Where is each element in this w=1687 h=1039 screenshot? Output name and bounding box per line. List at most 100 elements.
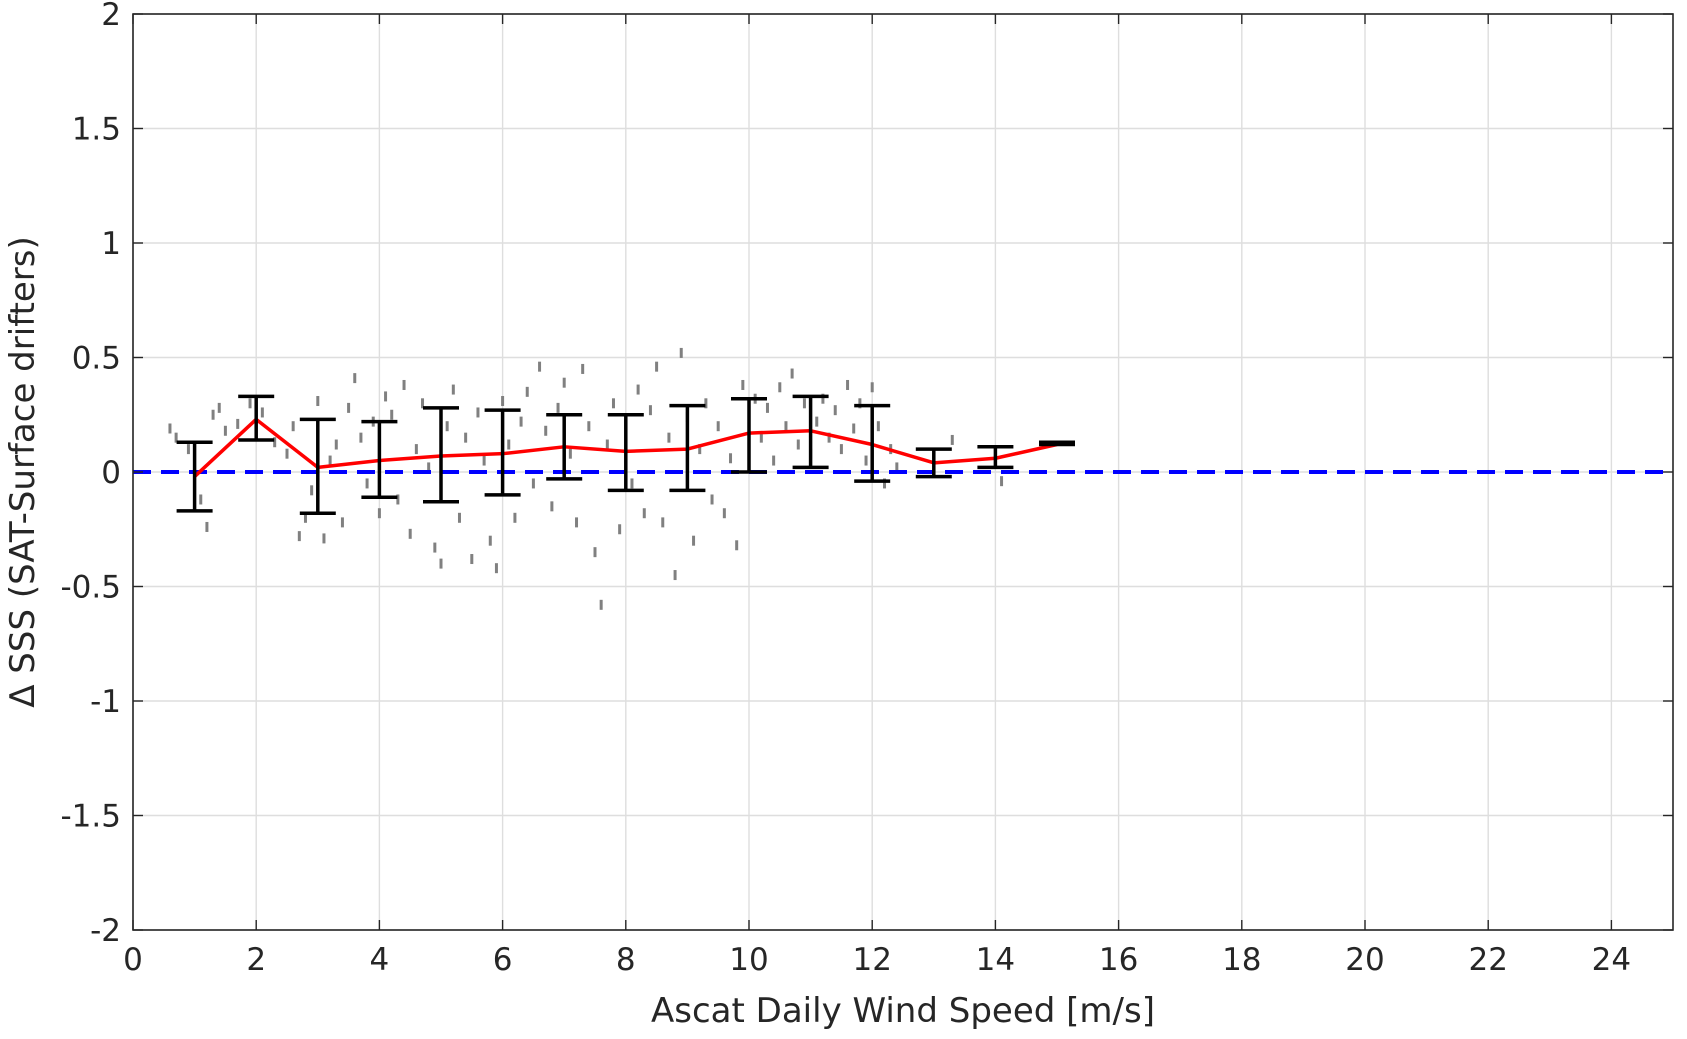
x-tick-label: 8 [616, 942, 636, 978]
scatter-point [174, 432, 178, 443]
scatter-point [722, 508, 726, 519]
scatter-point [562, 377, 566, 388]
scatter-point [285, 448, 289, 459]
scatter-point [377, 508, 381, 519]
error-bar [1039, 440, 1075, 447]
scatter-point [519, 416, 523, 427]
scatter-point [550, 501, 554, 512]
scatter-point [340, 517, 344, 528]
y-tick-label: 1 [101, 226, 121, 262]
scatter-point [457, 512, 461, 523]
error-bars [176, 394, 1075, 515]
y-tick-label: 2 [101, 0, 121, 33]
x-tick-label: 4 [370, 942, 390, 978]
scatter-point [772, 455, 776, 466]
scatter-point [494, 563, 498, 574]
error-bar [915, 447, 952, 479]
y-tick-label: -2 [90, 913, 121, 949]
scatter-point [636, 384, 640, 395]
scatter-point [827, 432, 831, 443]
scatter-point [322, 533, 326, 544]
scatter-point [575, 517, 579, 528]
scatter-point [365, 478, 369, 489]
error-bar [299, 417, 336, 515]
x-tick-label: 18 [1222, 942, 1261, 978]
scatter-point [839, 444, 843, 455]
scatter-point [778, 382, 782, 393]
scatter-point [347, 402, 351, 413]
scatter-point [568, 448, 572, 459]
scatter-point [513, 512, 517, 523]
scatter-point [303, 512, 307, 523]
error-bar [669, 403, 706, 493]
scatter-point [402, 379, 406, 390]
scatter-point [667, 432, 671, 443]
y-tick-label: -0.5 [61, 570, 122, 606]
scatter-point [248, 398, 252, 409]
scatter-point [384, 391, 388, 402]
error-bar [792, 394, 829, 470]
x-tick-label: 22 [1468, 942, 1507, 978]
error-bar [546, 413, 583, 481]
scatter-point [593, 547, 597, 558]
scatter-point [168, 423, 172, 434]
scatter-point [538, 361, 542, 372]
scatter-point [310, 485, 314, 496]
y-tick-label: -1.5 [61, 799, 122, 835]
scatter-point [587, 421, 591, 432]
scatter-point [464, 432, 468, 443]
error-bar [176, 440, 213, 513]
scatter-point [765, 402, 769, 413]
scatter-point [488, 535, 492, 546]
x-tick-label: 14 [976, 942, 1015, 978]
scatter-point [642, 508, 646, 519]
scatter-point [950, 434, 954, 445]
scatter-point [581, 363, 585, 374]
scatter-point [427, 462, 431, 473]
scatter-point [223, 425, 227, 436]
scatter-point [273, 437, 277, 448]
scatter-point [507, 439, 511, 450]
scatter-point [199, 494, 203, 505]
y-tick-label: 0 [101, 455, 121, 491]
error-bar [977, 445, 1014, 470]
scatter-point [618, 524, 622, 535]
scatter-point [408, 528, 412, 539]
scatter-point [661, 517, 665, 528]
scatter-point [556, 402, 560, 413]
plot-frame [132, 13, 1674, 931]
scatter-point [858, 398, 862, 409]
scatter-point [260, 407, 264, 418]
scatter-point [852, 423, 856, 434]
scatter-point [291, 421, 295, 432]
scatter-point [821, 393, 825, 404]
scatter-point [544, 425, 548, 436]
scatter-point [476, 407, 480, 418]
scatter-point [211, 409, 215, 420]
scatter-point [451, 384, 455, 395]
error-bar [238, 394, 275, 442]
scatter-point [673, 570, 677, 581]
scatter-point [710, 494, 714, 505]
scatter-point [883, 478, 887, 489]
scatter-point [205, 521, 209, 532]
x-tick-label: 12 [852, 942, 891, 978]
scatter-point [630, 478, 634, 489]
scatter-point [895, 462, 899, 473]
y-tick-label: -1 [90, 684, 121, 720]
scatter-point [692, 535, 696, 546]
scatter-point [217, 402, 221, 413]
error-bar [731, 396, 767, 474]
x-tick-label: 20 [1345, 942, 1384, 978]
tick-labels: 0 2 4 6 8 10 12 14 16 18 20 22 24-2-1.5-1-0.500.511.… [61, 0, 1632, 978]
scatter-point [186, 444, 190, 455]
scatter-point [876, 421, 880, 432]
scatter-point [864, 455, 868, 466]
scatter-point [815, 416, 819, 427]
y-tick-label: 1.5 [72, 112, 121, 148]
scatter-point [439, 558, 443, 569]
scatter-point [833, 405, 837, 416]
scatter-point [297, 531, 301, 542]
error-bar [423, 406, 459, 504]
